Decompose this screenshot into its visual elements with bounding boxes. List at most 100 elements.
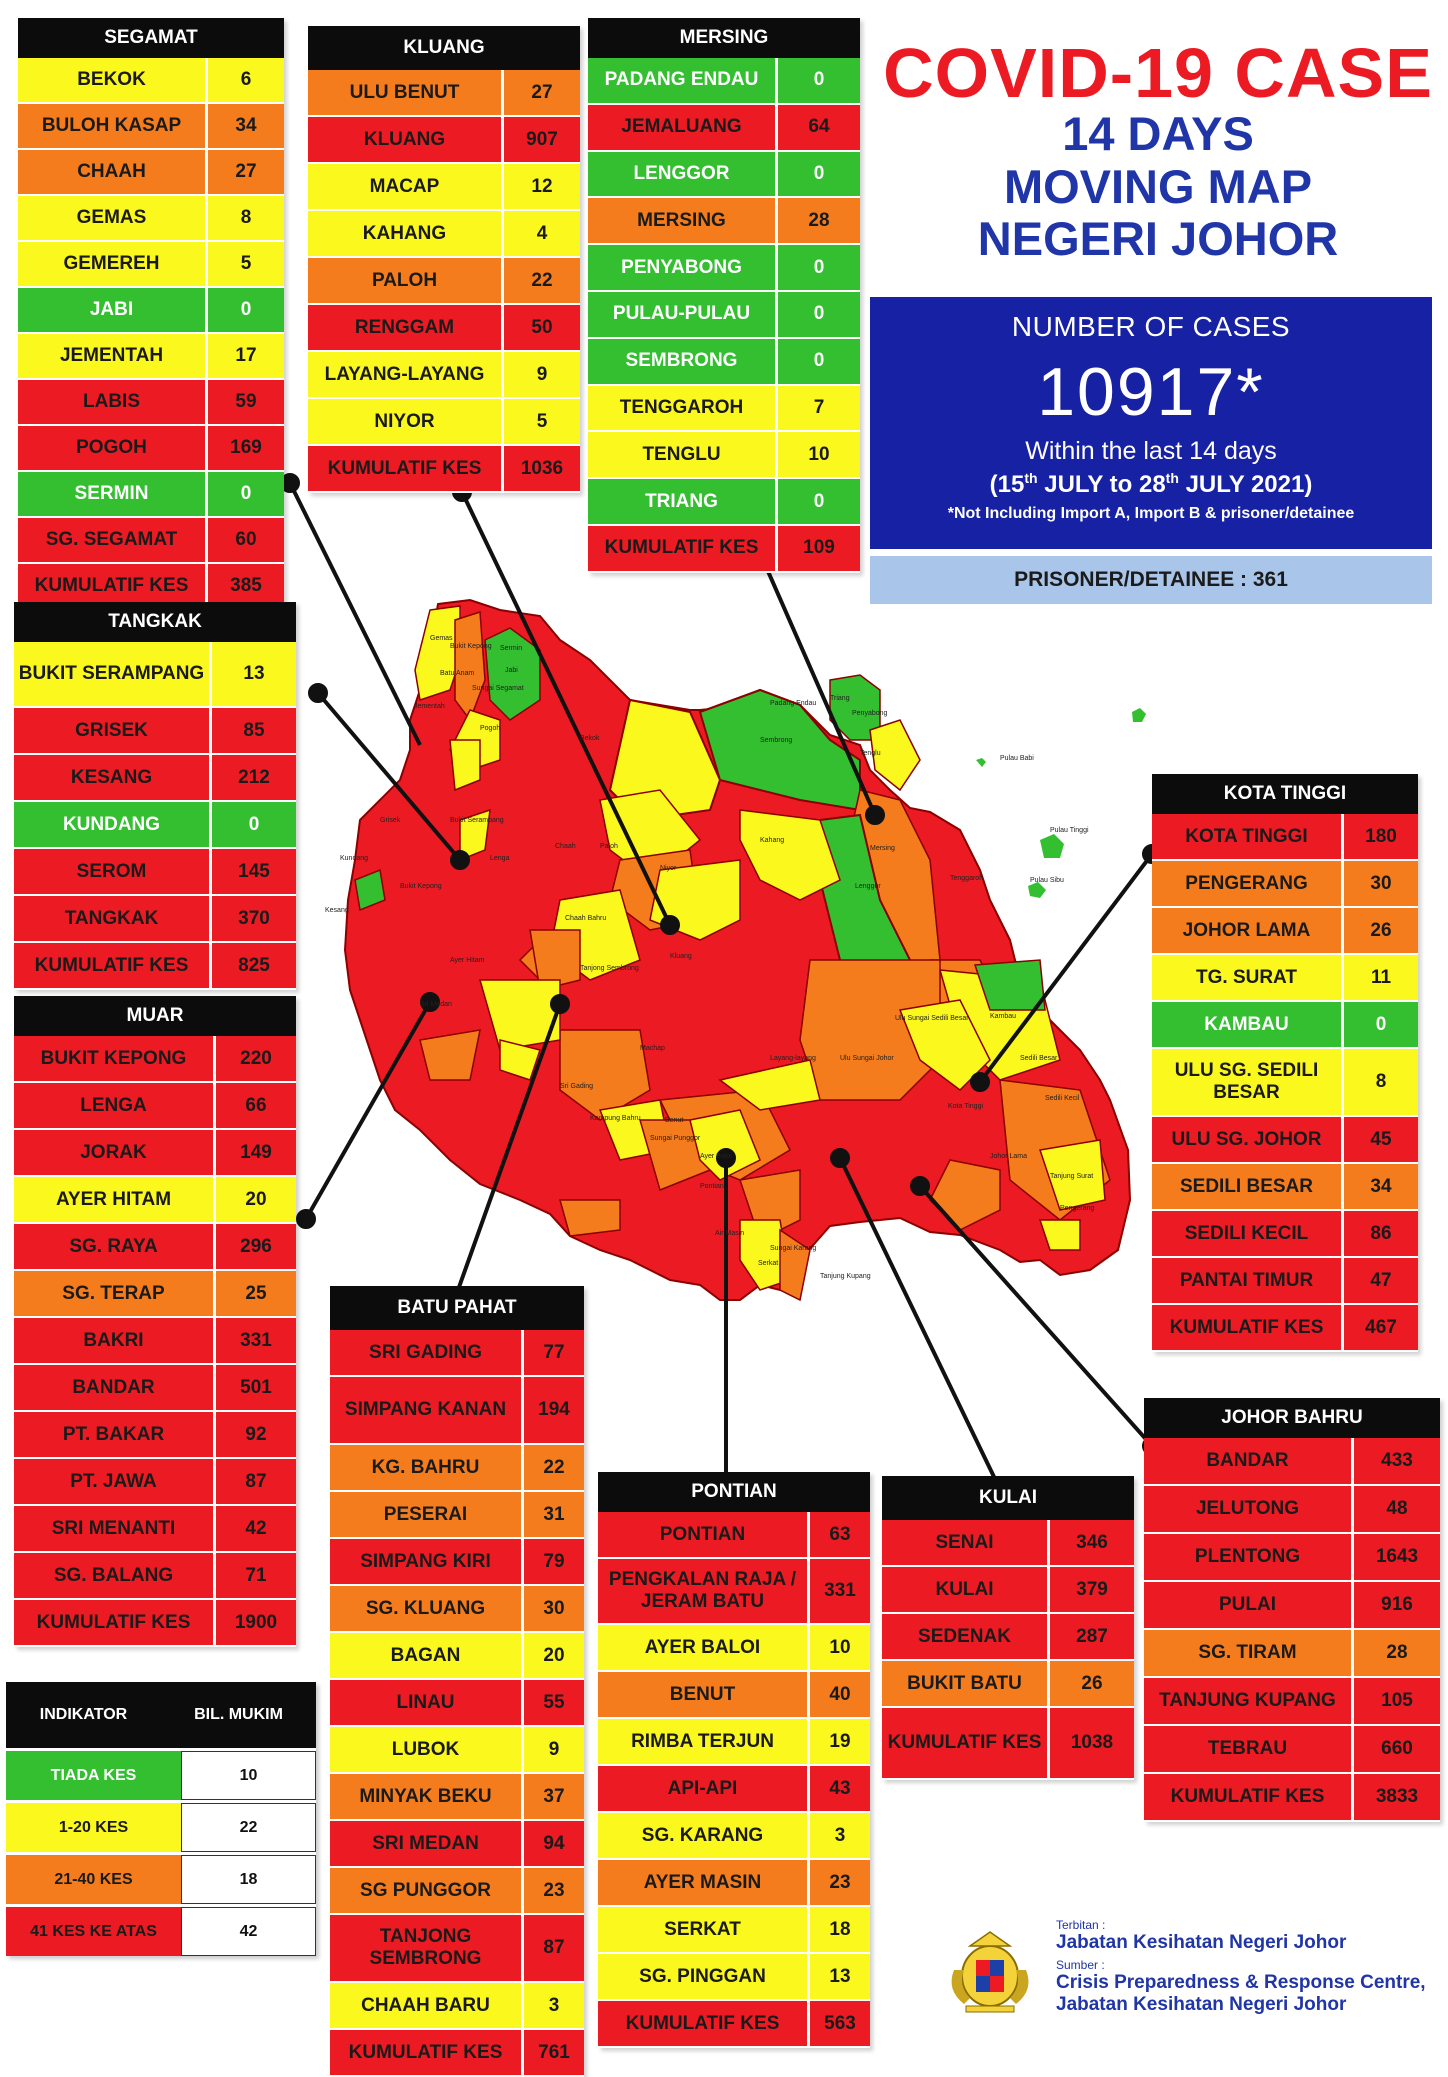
case-count: 0 [813,490,825,512]
map-place-label: Niyor [660,865,677,872]
map-place-label: Benut [665,1117,683,1124]
cases-label: NUMBER OF CASES [1011,311,1291,342]
mukim-name: TANJUNG KUPANG [1144,1678,1354,1724]
mukim-name: KUMULATIF KES [1144,1774,1354,1820]
case-count: 169 [230,437,262,458]
case-count: 22 [543,1456,565,1478]
mukim-name: TENGGAROH [588,385,778,431]
mukim-row: TG. SURAT 11 [1152,955,1418,1002]
case-count: 34 [1370,1175,1392,1197]
mukim-name: KUMULATIF KES [308,446,504,491]
mukim-name: KUMULATIF KES [588,525,778,571]
panel-header: MUAR [14,996,296,1036]
mukim-row: KG. BAHRU 22 [330,1445,584,1492]
map-place-label: Triang [830,695,850,702]
map-place-label: Tanjung Kupang [820,1273,871,1280]
connector-kluang [460,491,672,926]
mukim-row: BAGAN 20 [330,1633,584,1680]
panel-header: KLUANG [308,26,580,70]
mukim-name: CHAAH [18,150,208,194]
mukim-row: PT. JAWA 87 [14,1459,296,1506]
map-place-label: Pengerang [1060,1205,1094,1212]
map-place-label: Kota Tinggi [948,1103,983,1110]
legend-row: 21-40 KES 18 [6,1852,316,1904]
map-place-label: Pogoh [480,725,500,732]
mukim-row: SRI GADING 77 [330,1330,584,1377]
mukim-name: LENGGOR [588,151,778,197]
mukim-row: KAMBAU 0 [1152,1002,1418,1049]
mukim-name: JORAK [14,1130,216,1175]
map-place-label: Johor Lama [990,1153,1027,1160]
range-end-day: 28 [1138,471,1166,498]
case-count: 194 [538,1399,570,1420]
map-place-label: Kluang [670,953,692,960]
mukim-name: SENAI [882,1520,1050,1565]
map-place-label: Pulau Tinggi [1050,827,1089,834]
subtitle-moving-map: MOVING MAP [1003,159,1313,213]
mukim-row: AYER HITAM 20 [14,1177,296,1224]
case-count: 37 [543,1785,565,1807]
case-count: 3 [548,1994,560,2016]
mukim-row: SEDILI KECIL 86 [1152,1211,1418,1258]
case-count: 287 [1076,1625,1108,1647]
mukim-row: BENUT 40 [598,1672,870,1719]
zone-yellow [608,698,722,822]
mukim-name: KUMULATIF KES [330,2030,524,2075]
mukim-name: RIMBA TERJUN [598,1719,810,1764]
case-count: 64 [808,116,830,138]
map-place-label: Kesang [325,907,349,914]
case-count: 379 [1076,1578,1108,1600]
map-place-label: Paloh [600,843,618,850]
mukim-row: JEMALUANG 64 [588,104,860,152]
mukim-row: PESERAI 31 [330,1492,584,1539]
map-place-label: Penyabong [852,710,888,717]
connector-segamat [288,482,422,746]
case-count: 370 [238,907,270,929]
map-place-label: Sedili Kecil [1045,1095,1080,1102]
case-count: 105 [1381,1690,1413,1711]
case-count: 59 [235,391,257,412]
zone-yellow [414,605,461,701]
zone-yellow [1039,1139,1106,1211]
case-count: 30 [543,1597,565,1619]
page-title: COVID-19 CASE [883,34,1433,112]
connector-kulai [838,1157,1012,1511]
map-place-label: Sembrong [760,737,792,744]
mukim-row: SRI MEDAN 94 [330,1821,584,1868]
case-count: 28 [1386,1642,1408,1663]
mukim-row: BUKIT KEPONG 220 [14,1036,296,1083]
zone-green [484,627,541,721]
case-count: 346 [1076,1531,1108,1553]
mukim-name: SG. BALANG [14,1553,216,1598]
case-count: 331 [240,1329,272,1351]
mukim-name: AYER MASIN [598,1860,810,1905]
mukim-row: JEMENTAH 17 [18,334,284,380]
mukim-name: KUMULATIF KES [598,2001,810,2046]
map-place-label: Serkat [758,1260,778,1267]
map-place-label: Sri Medan [420,1001,452,1008]
mukim-row: PONTIAN 63 [598,1512,870,1559]
cases-number: 10917* [1037,354,1265,430]
case-count: 180 [1365,825,1397,847]
map-place-label: Ayer Hitam [450,957,485,964]
mukim-name: TENGLU [588,432,778,478]
case-count: 0 [248,813,260,835]
mukim-row: RENGGAM 50 [308,305,580,352]
cumulative-row: KUMULATIF KES 3833 [1144,1774,1440,1822]
mukim-name: KUMULATIF KES [14,1600,216,1645]
case-count: 42 [245,1517,267,1539]
mukim-name: PENYABONG [588,245,778,290]
case-count: 0 [240,483,252,504]
zone-green [354,868,386,912]
mukim-row: TANGKAK 370 [14,896,296,943]
mukim-name: MERSING [588,198,778,244]
case-count: 31 [543,1503,565,1525]
case-count: 9 [536,363,548,385]
mukim-row: SERKAT 18 [598,1907,870,1954]
ordinal-suffix: th [1024,470,1038,486]
cumulative-row: KUMULATIF KES 109 [588,525,860,573]
mukim-row: PALOH 22 [308,258,580,305]
zone-yellow [449,739,481,792]
zone-yellow [459,808,491,862]
map-place-label: Bekok [580,735,600,742]
